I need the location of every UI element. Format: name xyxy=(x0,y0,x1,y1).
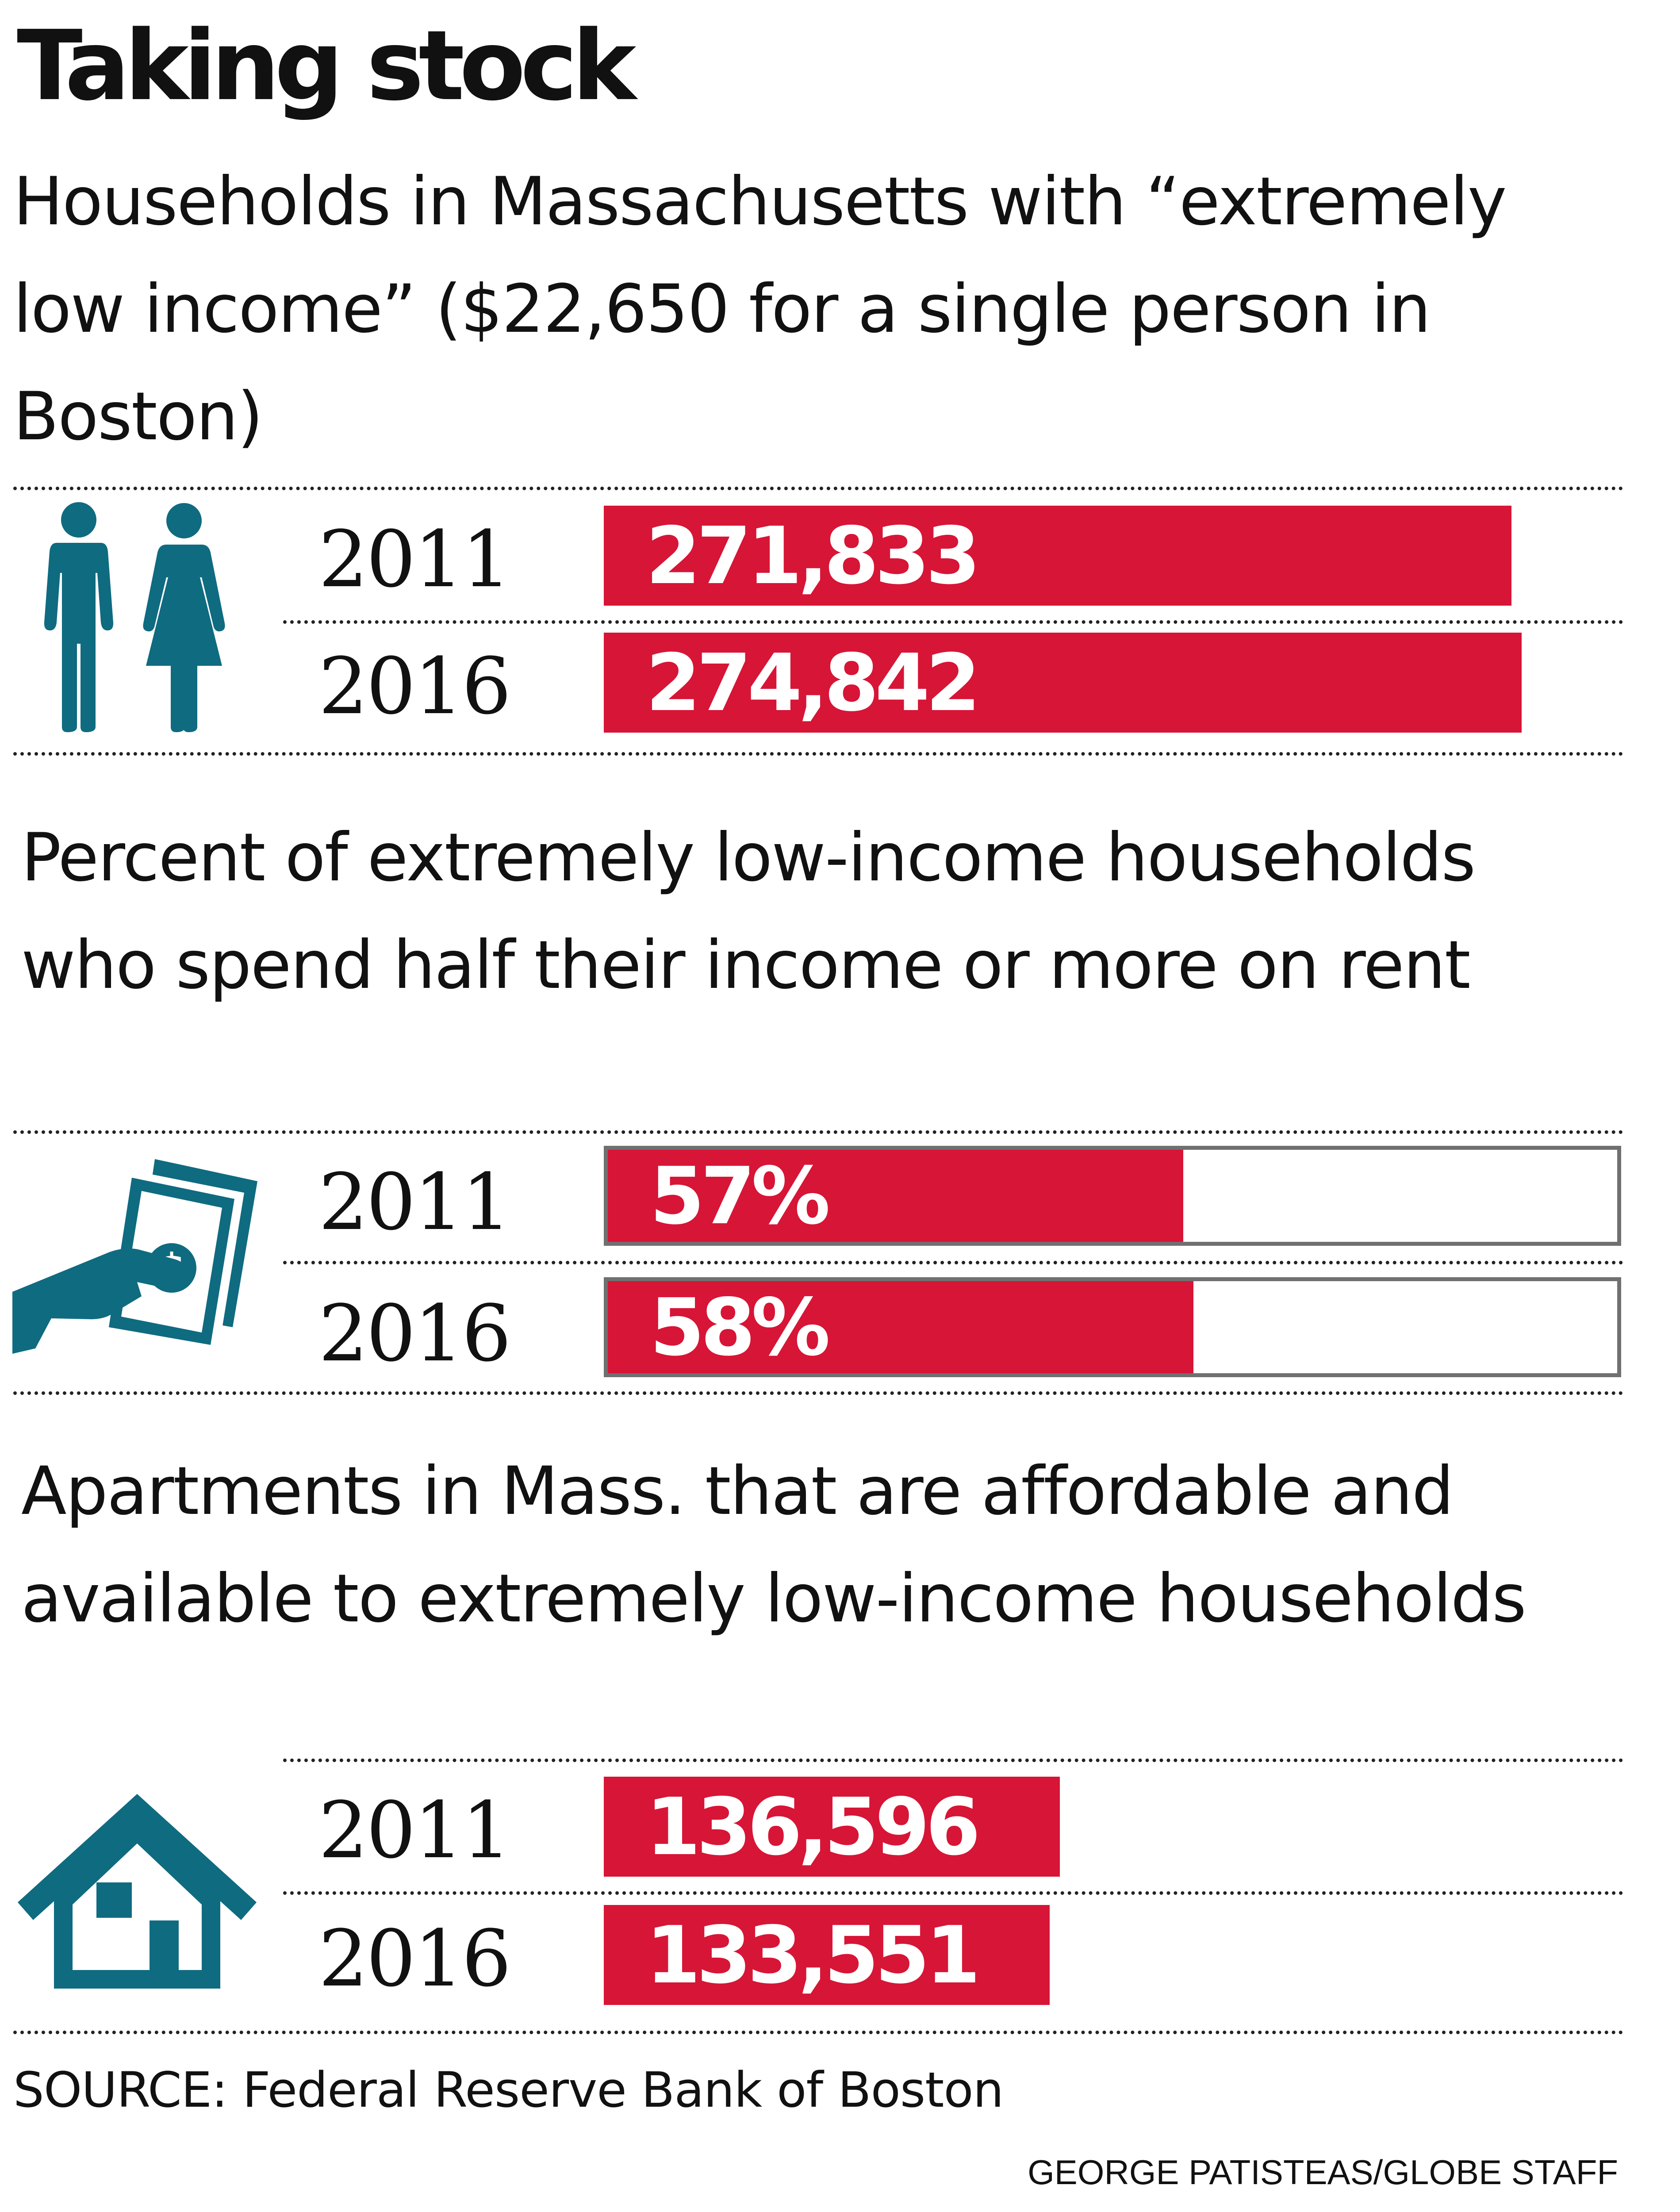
section-2-title: Percent of extremely low-income househol… xyxy=(21,819,1476,1004)
house-icon xyxy=(18,1794,257,1989)
source-note: SOURCE: Federal Reserve Bank of Boston xyxy=(13,2062,1004,2118)
bar xyxy=(604,1777,1060,1877)
divider xyxy=(13,1391,1623,1395)
bar xyxy=(604,633,1522,733)
bar-frame: 136,596 xyxy=(604,1777,1060,1877)
data-label: 57% xyxy=(650,1150,830,1242)
hand-money-icon: $ xyxy=(12,1159,257,1354)
credit-line: GEORGE PATISTEAS/GLOBE STAFF xyxy=(1028,2153,1618,2192)
category-label: 2011 xyxy=(318,514,511,605)
bar xyxy=(608,1281,1193,1373)
data-label: 271,833 xyxy=(646,510,981,602)
category-label: 2011 xyxy=(318,1785,511,1876)
bar xyxy=(604,1905,1050,2005)
divider xyxy=(283,1891,1623,1895)
bar-frame: 57% xyxy=(604,1146,1621,1246)
chart-title: Taking stock xyxy=(17,10,636,122)
section-3-title: Apartments in Mass. that are affordable … xyxy=(21,1453,1527,1637)
category-label: 2016 xyxy=(318,641,511,732)
divider xyxy=(13,2031,1623,2034)
divider xyxy=(283,1261,1623,1264)
data-label: 136,596 xyxy=(646,1781,981,1873)
bar xyxy=(608,1150,1183,1242)
divider xyxy=(283,620,1623,624)
man-woman-icon xyxy=(44,502,225,732)
data-label: 58% xyxy=(650,1281,830,1373)
divider xyxy=(13,487,1623,490)
category-label: 2016 xyxy=(318,1913,511,2004)
data-label: 133,551 xyxy=(646,1909,981,2001)
divider xyxy=(13,752,1623,756)
category-label: 2011 xyxy=(318,1157,511,1248)
bar-frame: 58% xyxy=(604,1277,1621,1377)
divider xyxy=(283,1759,1623,1762)
bar-frame: 274,842 xyxy=(604,633,1522,733)
data-label: 274,842 xyxy=(646,637,981,729)
bar xyxy=(604,506,1512,606)
bar-frame: 133,551 xyxy=(604,1905,1050,2005)
section-1-title: Households in Massachusetts with “extrem… xyxy=(13,163,1507,455)
category-label: 2016 xyxy=(318,1288,511,1379)
bar-frame: 271,833 xyxy=(604,506,1512,606)
divider xyxy=(13,1130,1623,1134)
